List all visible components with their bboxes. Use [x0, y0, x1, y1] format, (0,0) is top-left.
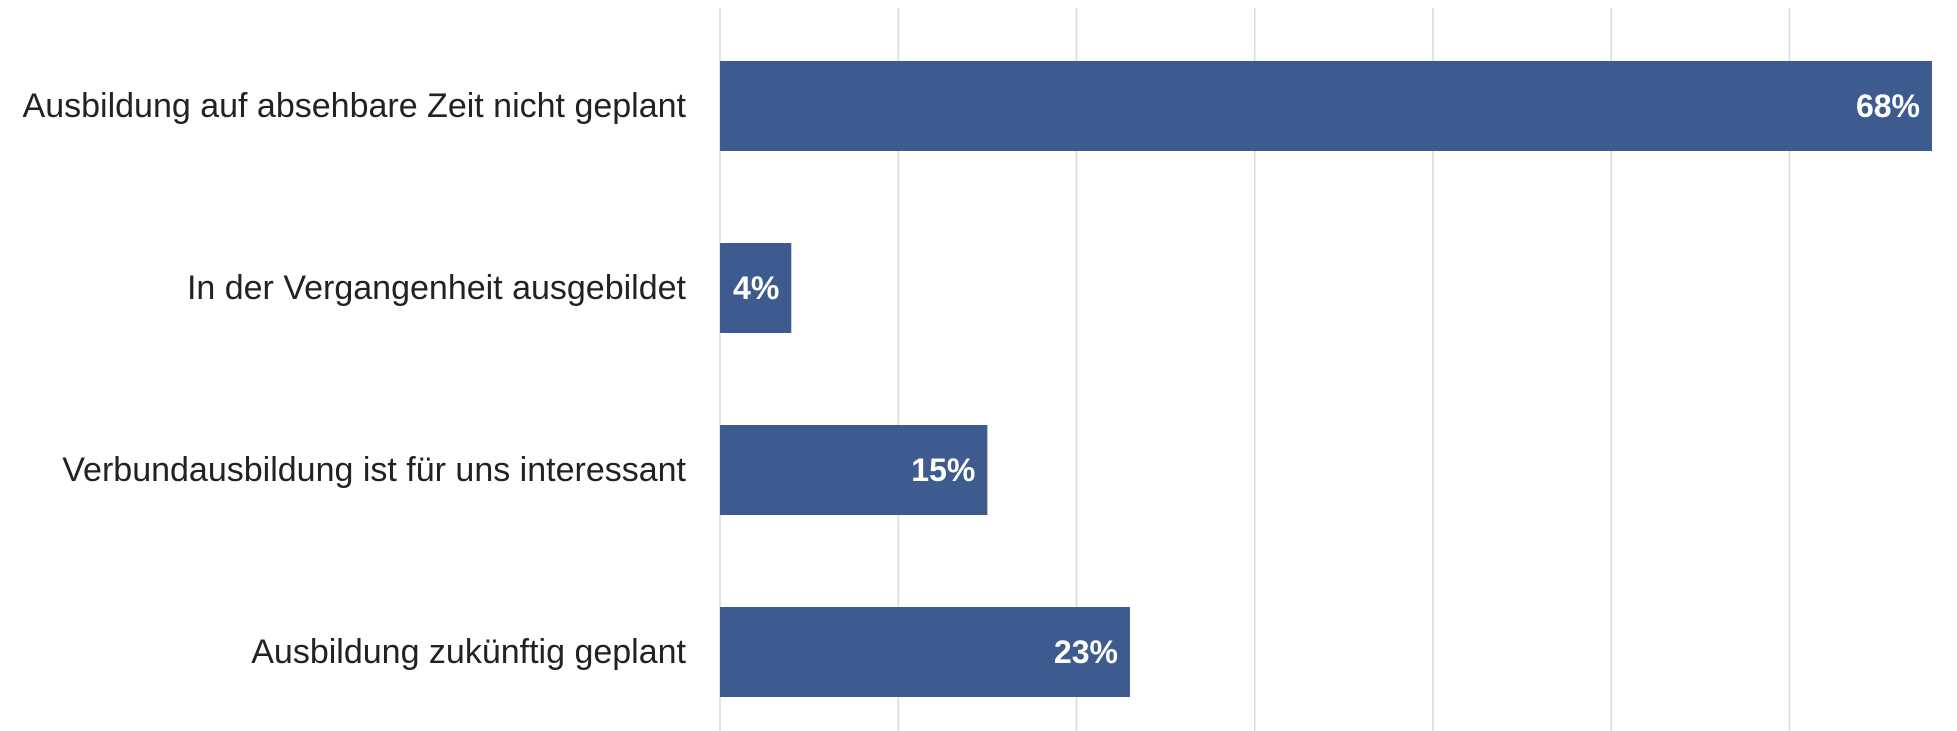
data-label: 68%	[1856, 88, 1920, 124]
bar	[720, 61, 1932, 151]
labels: Ausbildung auf absehbare Zeit nicht gepl…	[23, 87, 1920, 671]
category-label: Ausbildung auf absehbare Zeit nicht gepl…	[23, 87, 687, 125]
bars	[720, 61, 1932, 697]
bar	[720, 425, 988, 515]
data-label: 23%	[1054, 634, 1118, 670]
bar	[720, 243, 792, 333]
bar	[720, 607, 1130, 697]
data-label: 4%	[733, 270, 779, 306]
category-label: In der Vergangenheit ausgebildet	[187, 269, 687, 307]
data-label: 15%	[911, 452, 975, 488]
category-label: Ausbildung zukünftig geplant	[251, 633, 686, 671]
category-label: Verbundausbildung ist für uns interessan…	[62, 451, 686, 489]
